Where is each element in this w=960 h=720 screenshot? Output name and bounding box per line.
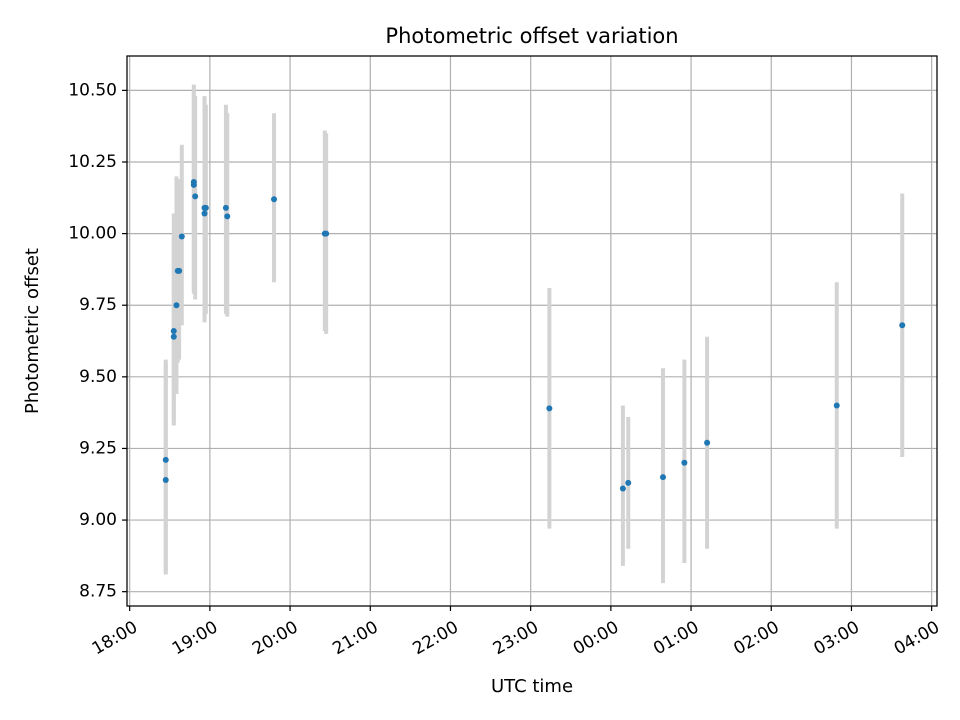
y-tick-label: 9.50: [79, 367, 117, 387]
data-point: [190, 179, 197, 186]
data-point: [681, 459, 688, 466]
data-point: [704, 439, 711, 446]
chart-title: Photometric offset variation: [385, 24, 678, 48]
data-point: [201, 210, 208, 217]
y-axis-title: Photometric offset: [22, 248, 43, 414]
data-point: [619, 485, 626, 492]
y-tick-label: 8.75: [79, 582, 117, 602]
data-point: [659, 474, 666, 481]
data-point: [170, 328, 177, 334]
data-point: [899, 322, 906, 329]
data-point: [222, 204, 229, 211]
data-point: [625, 479, 632, 486]
x-axis-title: UTC time: [491, 676, 573, 697]
data-point: [271, 196, 278, 203]
data-point: [546, 405, 553, 412]
data-point: [176, 267, 183, 274]
data-points: [162, 179, 906, 492]
y-tick-label: 9.25: [79, 438, 117, 458]
plot-frame: [126, 55, 938, 607]
y-tick-label: 10.00: [68, 224, 117, 244]
y-tick-label: 10.25: [68, 152, 117, 172]
data-point: [170, 333, 177, 340]
data-point: [833, 402, 840, 409]
data-point: [173, 302, 180, 309]
y-tick-label: 10.50: [68, 80, 117, 100]
grid: [127, 56, 937, 606]
data-point: [162, 456, 169, 463]
y-tick-label: 9.75: [79, 295, 117, 315]
data-point: [192, 193, 199, 200]
data-point: [178, 233, 185, 240]
data-point: [323, 230, 330, 237]
data-point: [202, 204, 209, 211]
y-tick-label: 9.00: [79, 510, 117, 530]
data-point: [224, 213, 231, 220]
data-point: [162, 476, 169, 483]
